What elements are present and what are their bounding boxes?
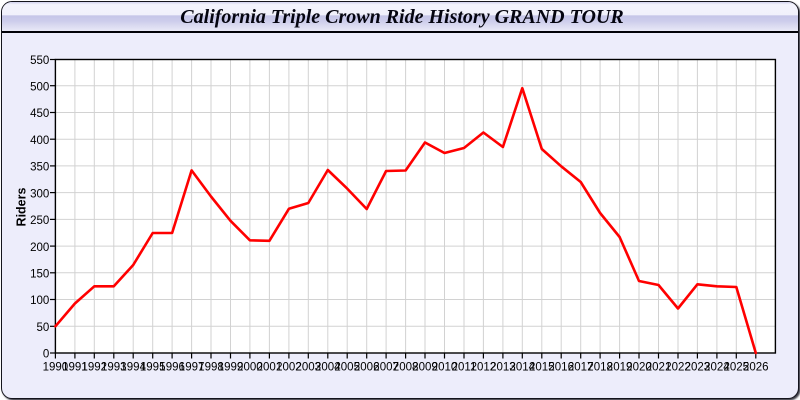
- svg-text:1999: 1999: [218, 361, 244, 373]
- svg-text:2010: 2010: [432, 361, 458, 373]
- svg-text:1991: 1991: [62, 361, 88, 373]
- svg-text:450: 450: [30, 108, 49, 120]
- svg-text:2023: 2023: [685, 361, 711, 373]
- svg-text:1994: 1994: [120, 361, 146, 373]
- svg-text:1995: 1995: [140, 361, 166, 373]
- svg-text:1990: 1990: [43, 361, 69, 373]
- svg-text:1992: 1992: [82, 361, 108, 373]
- svg-text:2015: 2015: [529, 361, 555, 373]
- svg-text:200: 200: [30, 242, 49, 254]
- svg-text:2004: 2004: [315, 361, 341, 373]
- svg-text:2026: 2026: [743, 361, 769, 373]
- svg-text:150: 150: [30, 269, 49, 281]
- svg-text:0: 0: [43, 349, 49, 361]
- svg-text:2002: 2002: [276, 361, 302, 373]
- svg-text:2019: 2019: [607, 361, 633, 373]
- svg-text:550: 550: [30, 55, 49, 67]
- svg-text:400: 400: [30, 135, 49, 147]
- svg-text:2014: 2014: [510, 361, 536, 373]
- svg-text:2001: 2001: [257, 361, 283, 373]
- svg-text:2025: 2025: [724, 361, 750, 373]
- svg-text:2018: 2018: [587, 361, 613, 373]
- svg-text:2017: 2017: [568, 361, 594, 373]
- svg-text:50: 50: [37, 322, 50, 334]
- svg-text:1998: 1998: [198, 361, 224, 373]
- svg-text:1997: 1997: [179, 361, 205, 373]
- svg-text:1993: 1993: [101, 361, 127, 373]
- svg-text:350: 350: [30, 162, 49, 174]
- svg-text:Riders: Riders: [15, 188, 29, 227]
- svg-text:2022: 2022: [665, 361, 691, 373]
- svg-text:2000: 2000: [237, 361, 263, 373]
- svg-text:250: 250: [30, 215, 49, 227]
- svg-text:2009: 2009: [412, 361, 438, 373]
- svg-text:2006: 2006: [354, 361, 380, 373]
- svg-text:2013: 2013: [490, 361, 516, 373]
- svg-text:1996: 1996: [159, 361, 185, 373]
- svg-text:300: 300: [30, 188, 49, 200]
- svg-text:2011: 2011: [452, 361, 477, 373]
- svg-text:2005: 2005: [334, 361, 360, 373]
- svg-text:2012: 2012: [471, 361, 497, 373]
- svg-text:2024: 2024: [704, 361, 730, 373]
- svg-text:2003: 2003: [296, 361, 322, 373]
- svg-text:500: 500: [30, 81, 49, 93]
- svg-text:100: 100: [30, 295, 49, 307]
- svg-text:2007: 2007: [373, 361, 399, 373]
- svg-text:2016: 2016: [548, 361, 574, 373]
- svg-text:2020: 2020: [626, 361, 652, 373]
- svg-text:2008: 2008: [393, 361, 419, 373]
- svg-text:2021: 2021: [646, 361, 672, 373]
